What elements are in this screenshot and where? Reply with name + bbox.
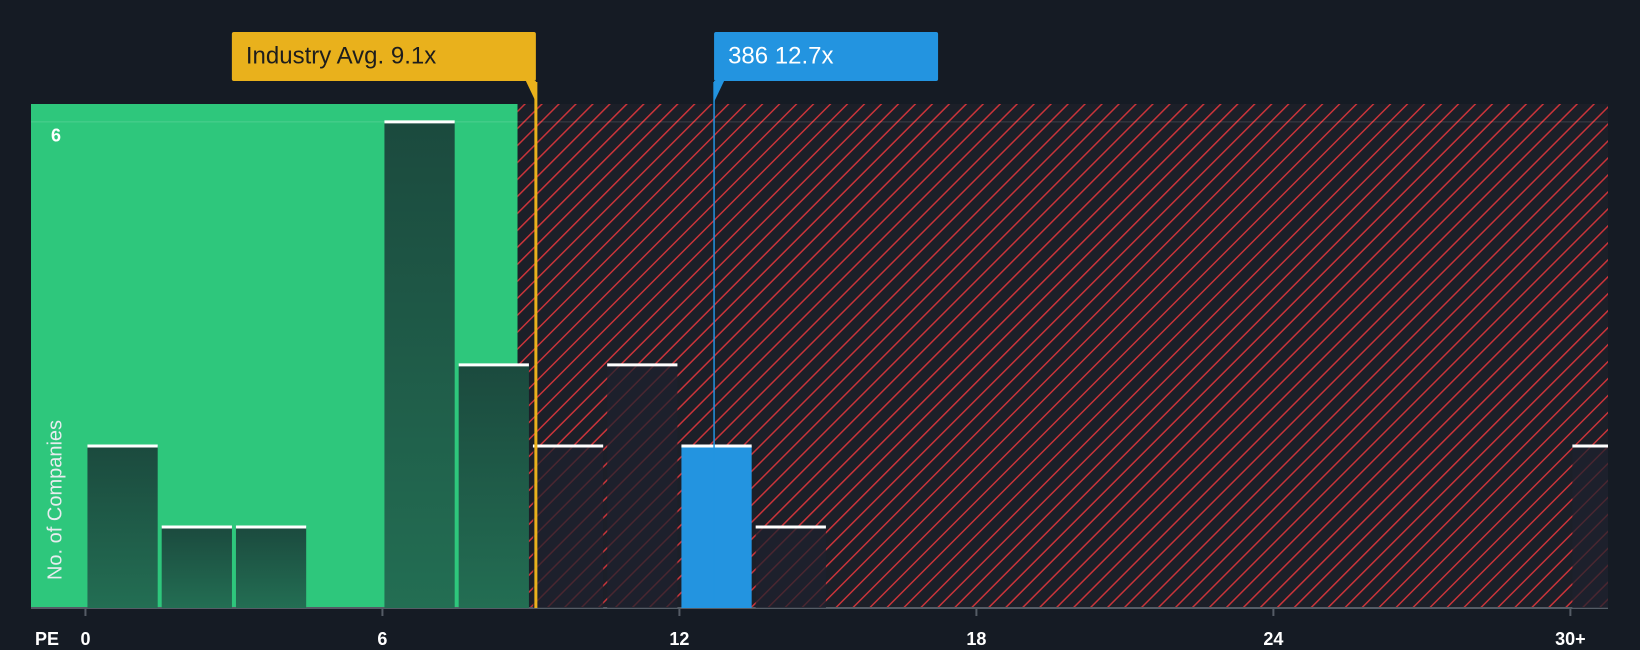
bar <box>1572 445 1608 608</box>
x-tick-label: 12 <box>669 629 689 649</box>
bar <box>532 445 604 608</box>
x-tick-label: 24 <box>1263 629 1283 649</box>
bar <box>681 445 752 608</box>
x-tick-label: 18 <box>966 629 986 649</box>
x-tick-label: 30+ <box>1555 629 1586 649</box>
bar <box>384 121 455 608</box>
y-axis-label: No. of Companies <box>44 420 66 580</box>
marker-box <box>231 32 536 81</box>
marker-pointer <box>525 81 536 102</box>
x-axis-label: PE <box>35 629 59 649</box>
bar <box>235 526 307 608</box>
marker-label: 386 12.7x <box>728 42 833 69</box>
x-tick-label: 0 <box>80 629 90 649</box>
bar <box>458 364 529 608</box>
bar <box>161 526 232 608</box>
marker-label: Industry Avg. 9.1x <box>246 42 436 69</box>
x-tick-label: 6 <box>377 629 387 649</box>
marker-box <box>714 32 939 81</box>
y-tick-label: 6 <box>51 126 61 146</box>
bar <box>87 445 158 608</box>
bar <box>755 526 826 608</box>
over-zone <box>517 104 1608 608</box>
bar <box>607 364 678 608</box>
marker-pointer <box>714 81 725 102</box>
